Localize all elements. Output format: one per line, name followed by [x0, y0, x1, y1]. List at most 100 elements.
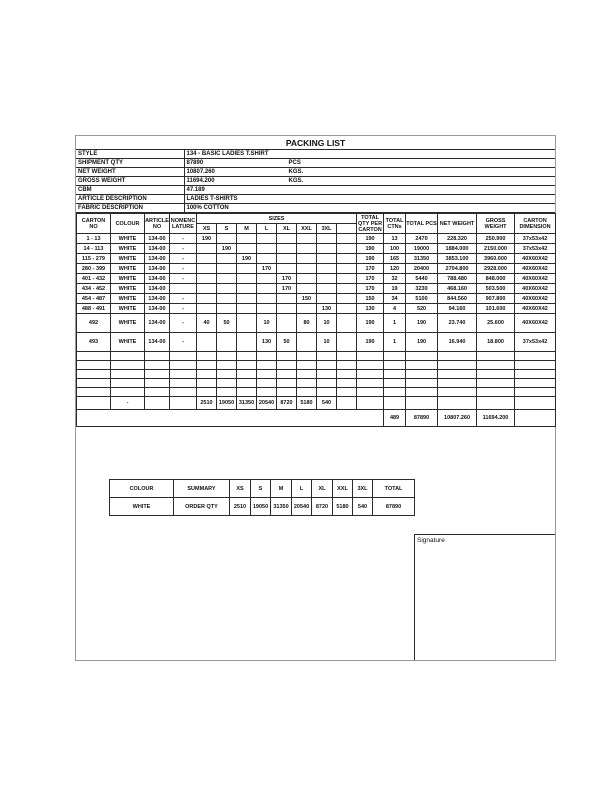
cell [236, 303, 257, 314]
cell: 19000 [405, 243, 439, 254]
info-value-cell: 47.189 [184, 185, 555, 195]
cell: 190 [356, 253, 385, 264]
cell [196, 273, 217, 284]
cell: 493 [76, 332, 111, 352]
cell: 190 [356, 313, 385, 333]
cell: 18.800 [476, 332, 516, 352]
cell [514, 369, 557, 379]
cell: 540 [352, 497, 373, 516]
cell [514, 351, 557, 361]
cell: 907.800 [476, 293, 516, 304]
cell: 489 [383, 409, 407, 427]
info-table-body: STYLE 134 - BASIC LADIES T.SHIRT SHIPMENT … [76, 150, 555, 213]
cell: 170 [356, 273, 385, 284]
cell [356, 387, 385, 397]
cell: 170 [276, 273, 297, 284]
cell: - [169, 273, 197, 284]
cell: 1 [383, 313, 407, 333]
cell: 190 [196, 233, 217, 244]
cell: 134-00 [144, 253, 170, 264]
cell [383, 369, 407, 379]
info-value: LADIES T-SHIRTS [186, 196, 238, 202]
cell: 190 [405, 313, 439, 333]
cell: - [169, 233, 197, 244]
cell [437, 360, 478, 370]
cell: 40 [196, 313, 217, 333]
cell: WHITE [110, 293, 145, 304]
info-value: 11694.200 [186, 178, 215, 184]
cell [110, 351, 145, 361]
cell: 87890 [372, 497, 415, 516]
cell: 40X60X42 [514, 263, 557, 274]
cell [236, 293, 257, 304]
cell [335, 243, 358, 254]
cell [196, 360, 217, 370]
cell [514, 378, 557, 388]
cell: WHITE [110, 273, 145, 284]
cell [216, 387, 237, 397]
cell: 100 [383, 243, 407, 254]
cell: 40X60X42 [514, 303, 557, 314]
cell [296, 369, 317, 379]
cell: 788.480 [437, 273, 478, 284]
cell [335, 233, 358, 244]
size-header-row: XS S M L XL XXL 3XL [77, 223, 556, 234]
cell: - [110, 396, 145, 410]
size-col-header: L [256, 223, 277, 234]
cell: 101.600 [476, 303, 516, 314]
cell: 10807.260 [437, 409, 478, 427]
cell [296, 253, 317, 264]
page-title: PACKING LIST [76, 136, 555, 150]
info-label: FABRIC DESCRIPTION [76, 203, 185, 213]
cell [335, 387, 358, 397]
cell: 134-00 [144, 313, 170, 333]
info-row: GROSS WEIGHT 11694.200 KGS. [76, 176, 555, 186]
cell [405, 351, 439, 361]
cell: 8720 [276, 396, 297, 410]
cell [256, 378, 277, 388]
cell: - [169, 263, 197, 274]
cell [216, 369, 237, 379]
size-col-header: XS [196, 223, 217, 234]
cell: 150 [356, 293, 385, 304]
cell: 4 [383, 303, 407, 314]
cell: 94.160 [437, 303, 478, 314]
cell [216, 293, 237, 304]
cell: 434 - 452 [76, 283, 111, 294]
cell: 31350 [270, 497, 292, 516]
cell [216, 233, 237, 244]
cell [276, 253, 297, 264]
col-header-total-pcs: TOTAL PCS [405, 213, 439, 234]
cell [437, 387, 478, 397]
cell [76, 396, 111, 410]
cell [316, 378, 337, 388]
cell [236, 273, 257, 284]
cell [335, 263, 358, 274]
cell: 5440 [405, 273, 439, 284]
cell [437, 396, 478, 410]
packing-row: 280 - 399 WHITE 134-00-170 170 120 20400 2704.… [76, 263, 557, 274]
cell: 492 [76, 313, 111, 333]
info-value: 100% COTTON [186, 205, 229, 211]
cell: - [169, 253, 197, 264]
cell: 503.500 [476, 283, 516, 294]
cell: 190 [405, 332, 439, 352]
cell [356, 369, 385, 379]
cell [169, 396, 197, 410]
cell: 5180 [332, 497, 353, 516]
cell [316, 233, 337, 244]
cell: 844.560 [437, 293, 478, 304]
cell [335, 313, 358, 333]
packing-row: 401 - 432 WHITE 134-00-170 170 32 5440 788.480… [76, 273, 557, 284]
cell [405, 396, 439, 410]
packing-row: 488 - 491 WHITE 134-00-130 130 4 520 94.160 101… [76, 303, 557, 314]
cell [110, 387, 145, 397]
cell [296, 273, 317, 284]
info-label: NET WEIGHT [76, 167, 185, 177]
info-value: 134 - BASIC LADIES T.SHIRT [186, 151, 269, 157]
cell: 20400 [405, 263, 439, 274]
cell [296, 332, 317, 352]
packing-list-sheet: PACKING LIST STYLE 134 - BASIC LADIES T.S… [75, 135, 557, 661]
cell [216, 303, 237, 314]
cell [256, 360, 277, 370]
